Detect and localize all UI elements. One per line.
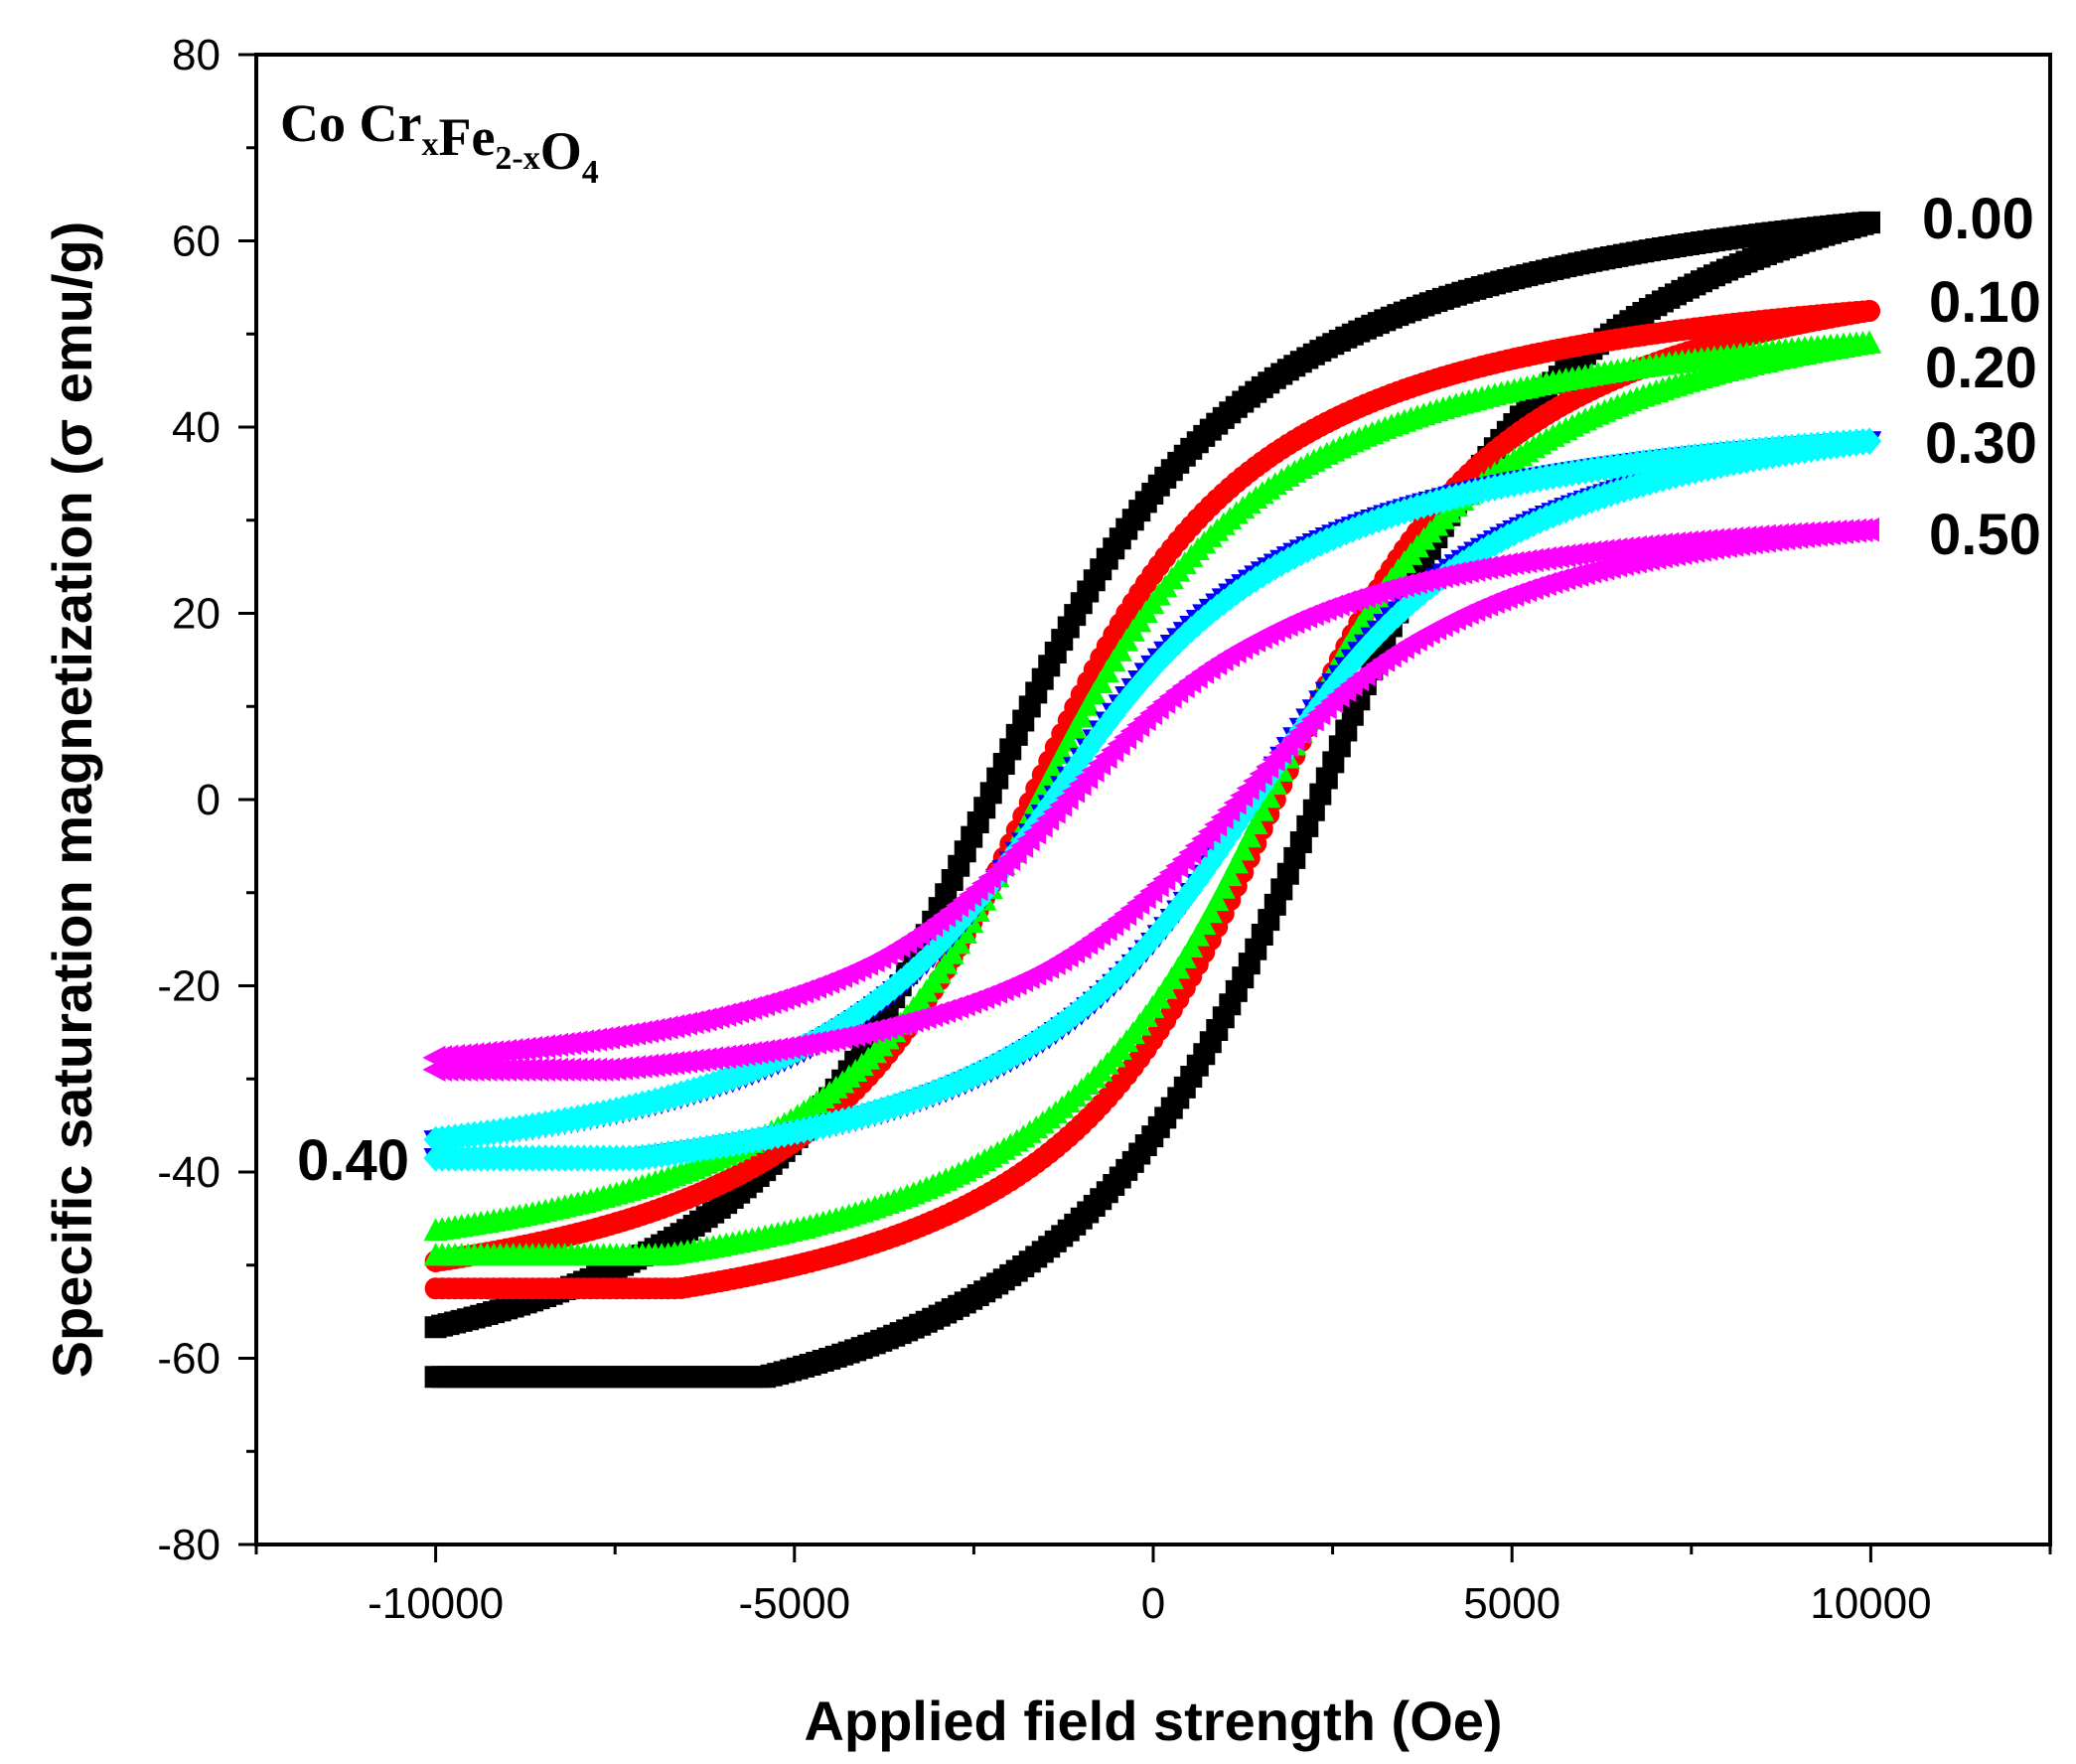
series-label-0.00: 0.00 — [1922, 187, 2034, 251]
data-point — [1237, 824, 1261, 848]
data-point — [1244, 810, 1268, 835]
formula-subscript: 4 — [582, 154, 599, 191]
y-tick-labels: -80 -60 -40 -20 0 20 40 60 80 — [157, 31, 221, 1569]
x-tick-label: -5000 — [739, 1579, 851, 1628]
data-point — [1211, 875, 1236, 899]
y-tick-label: -40 — [157, 1148, 221, 1197]
data-point — [1069, 704, 1094, 728]
data-point — [1192, 912, 1217, 936]
data-point — [1218, 863, 1243, 887]
data-point — [1198, 900, 1223, 924]
series-0.30 — [423, 427, 1882, 1172]
data-point — [1855, 517, 1879, 542]
formula-text: Fe — [438, 107, 495, 167]
data-point — [1205, 888, 1230, 912]
y-tick-label: 40 — [172, 403, 221, 452]
x-tick-label: -10000 — [368, 1579, 504, 1628]
formula-subscript: 2-x — [495, 140, 539, 177]
x-tick-label: 5000 — [1463, 1579, 1560, 1628]
formula-text: O — [540, 121, 582, 181]
series-label-0.40: 0.40 — [297, 1128, 409, 1193]
x-axis-title: Applied field strength (Oe) — [804, 1690, 1502, 1752]
y-axis-title: Specific saturation magnetization (σ emu… — [41, 221, 103, 1379]
formula-text: Co Cr — [280, 93, 421, 153]
series-label-0.20: 0.20 — [1925, 336, 2037, 400]
data-point — [1063, 716, 1088, 740]
series-layer — [422, 211, 1882, 1389]
series-labels: 0.00 0.100.20 0.40 0.30 0.50 — [297, 187, 2041, 1193]
y-tick-label: 60 — [172, 218, 221, 266]
formula-annotation: Co CrxFe2-xO4 — [280, 93, 599, 191]
y-tick-label: -20 — [157, 962, 221, 1011]
y-tick-label: -80 — [157, 1521, 221, 1569]
data-point — [1250, 798, 1274, 821]
axis-ticks — [238, 53, 2052, 1562]
x-tick-labels: -10000 -5000 0 5000 10000 — [368, 1579, 1931, 1628]
data-point — [1257, 785, 1281, 808]
data-point — [1056, 728, 1081, 752]
data-point — [1857, 211, 1880, 233]
formula-subscript: x — [421, 126, 438, 163]
series-0.50 — [422, 517, 1879, 1082]
y-tick-label: 0 — [197, 776, 221, 824]
series-0.20 — [423, 330, 1882, 1266]
x-tick-label: 0 — [1141, 1579, 1165, 1628]
data-point — [1856, 330, 1882, 354]
plot-frame — [254, 53, 2052, 1546]
y-tick-label: 20 — [172, 590, 221, 639]
series-label-0.50: 0.50 — [1929, 503, 2041, 567]
data-point — [1856, 427, 1882, 455]
y-tick-label: -60 — [157, 1335, 221, 1384]
data-point — [1224, 850, 1249, 874]
data-point — [1231, 837, 1256, 861]
data-point — [1185, 923, 1210, 947]
series-label-0.30: 0.30 — [1925, 411, 2037, 476]
x-tick-label: 10000 — [1810, 1579, 1931, 1628]
data-point — [1857, 299, 1880, 322]
y-tick-label: 80 — [172, 31, 221, 79]
series-label-0.10: 0.10 — [1929, 270, 2041, 335]
